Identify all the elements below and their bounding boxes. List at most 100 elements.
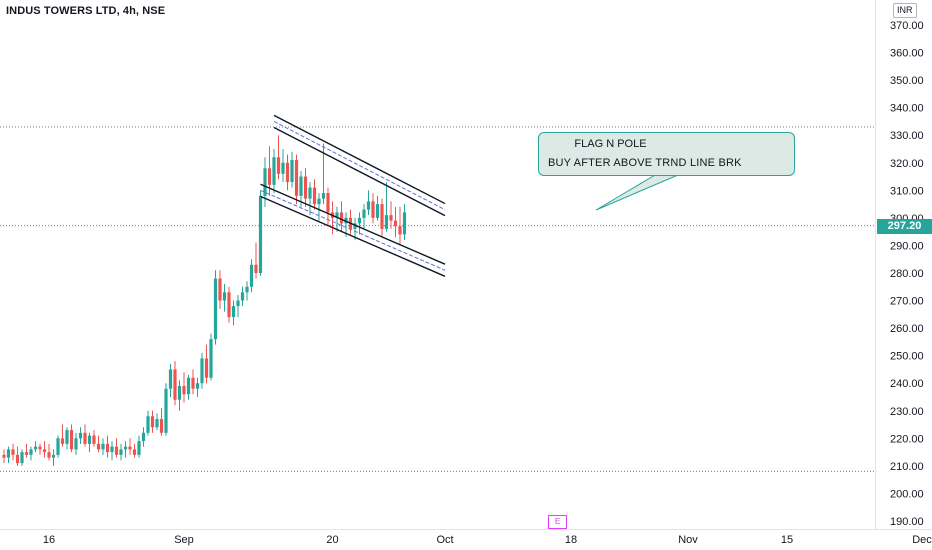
candle xyxy=(96,435,101,453)
candle-body xyxy=(218,278,222,301)
candle xyxy=(200,352,204,389)
time-tick-label: Dec xyxy=(912,534,932,546)
candle xyxy=(240,286,245,307)
candle xyxy=(285,154,290,191)
candle xyxy=(371,193,375,224)
price-tick-label: 370.00 xyxy=(890,20,924,32)
candle xyxy=(398,206,402,246)
candle xyxy=(366,190,371,216)
candle-body xyxy=(83,432,87,444)
candle xyxy=(335,206,339,232)
candle-body xyxy=(141,432,146,442)
price-axis: 190.00 200.00 210.00 220.00 230.00 240.00 250.… xyxy=(890,20,924,528)
price-tick-label: 290.00 xyxy=(890,240,924,252)
candle xyxy=(308,182,312,216)
candle-body xyxy=(227,292,231,318)
lower-channel-line-outer[interactable] xyxy=(260,183,446,265)
price-tick-label: 320.00 xyxy=(890,158,924,170)
candle xyxy=(33,441,38,453)
candle-body xyxy=(272,157,276,185)
candle-body xyxy=(231,306,236,318)
candle-body xyxy=(123,446,128,450)
earnings-event-marker[interactable]: E xyxy=(548,515,567,529)
candle xyxy=(231,300,236,326)
candle xyxy=(384,182,389,232)
candle-body xyxy=(20,452,24,464)
candle xyxy=(42,441,47,458)
candle-body xyxy=(128,446,132,450)
price-tick-label: 230.00 xyxy=(890,406,924,418)
time-tick-label: Oct xyxy=(436,534,453,546)
candle xyxy=(254,242,258,279)
candle xyxy=(249,259,254,293)
candle xyxy=(380,198,384,238)
price-tick-label: 220.00 xyxy=(890,433,924,445)
candle xyxy=(87,432,92,453)
candle-body xyxy=(299,176,303,196)
candle xyxy=(6,446,11,464)
candle xyxy=(227,286,231,323)
candle-body xyxy=(60,438,65,444)
candle xyxy=(168,363,173,397)
candle-body xyxy=(38,446,42,450)
candle xyxy=(209,333,213,381)
candle-body xyxy=(375,204,380,218)
candle xyxy=(78,427,83,444)
candle-body xyxy=(321,193,326,199)
candle xyxy=(173,361,177,406)
candle-body xyxy=(168,369,173,389)
upper-channel-line-inner[interactable] xyxy=(273,126,446,217)
candle xyxy=(123,441,128,458)
candle-body xyxy=(33,446,38,450)
last-price-label: 297.20 xyxy=(877,219,932,234)
time-tick-label: Nov xyxy=(678,534,698,546)
chart-title: INDUS TOWERS LTD, 4h, NSE xyxy=(6,5,166,17)
lower-channel-line-mid[interactable] xyxy=(260,189,446,271)
candlestick-series xyxy=(2,135,407,466)
candle-body xyxy=(119,449,123,455)
price-tick-label: 260.00 xyxy=(890,323,924,335)
candle xyxy=(290,151,294,188)
candle-body xyxy=(317,198,321,205)
candle-body xyxy=(11,449,15,455)
price-tick-label: 330.00 xyxy=(890,130,924,142)
candle-body xyxy=(29,449,33,455)
candle-body xyxy=(339,212,344,224)
candle xyxy=(119,443,123,461)
candle xyxy=(339,201,344,232)
candle-body xyxy=(353,223,357,229)
upper-channel-line-outer[interactable] xyxy=(273,114,446,205)
candle-body xyxy=(398,226,402,235)
annotation-callout[interactable] xyxy=(538,132,795,176)
candle-body xyxy=(164,388,168,433)
lower-channel-line-inner[interactable] xyxy=(260,195,446,277)
price-tick-label: 250.00 xyxy=(890,351,924,363)
candle xyxy=(150,410,155,433)
candle-body xyxy=(101,443,105,450)
candle xyxy=(74,432,78,455)
candle-body xyxy=(150,416,155,428)
candle-body xyxy=(276,157,281,174)
candle-body xyxy=(195,383,200,389)
currency-badge[interactable]: INR xyxy=(893,3,917,18)
candle xyxy=(186,374,191,400)
candle xyxy=(177,380,182,411)
upper-channel-line-mid[interactable] xyxy=(273,121,446,211)
candle xyxy=(128,438,132,455)
candle xyxy=(330,201,335,235)
candle-body xyxy=(380,204,384,229)
candle-body xyxy=(69,430,74,450)
candle-body xyxy=(137,441,141,455)
candle xyxy=(51,449,56,466)
candle-body xyxy=(65,430,69,444)
candle xyxy=(191,369,195,395)
candle-body xyxy=(146,416,150,433)
candle xyxy=(213,270,218,345)
candle xyxy=(29,446,33,461)
candle xyxy=(101,438,105,455)
price-tick-label: 340.00 xyxy=(890,103,924,115)
candle-body xyxy=(92,435,96,444)
candle-body xyxy=(371,201,375,218)
candle-body xyxy=(56,438,60,455)
